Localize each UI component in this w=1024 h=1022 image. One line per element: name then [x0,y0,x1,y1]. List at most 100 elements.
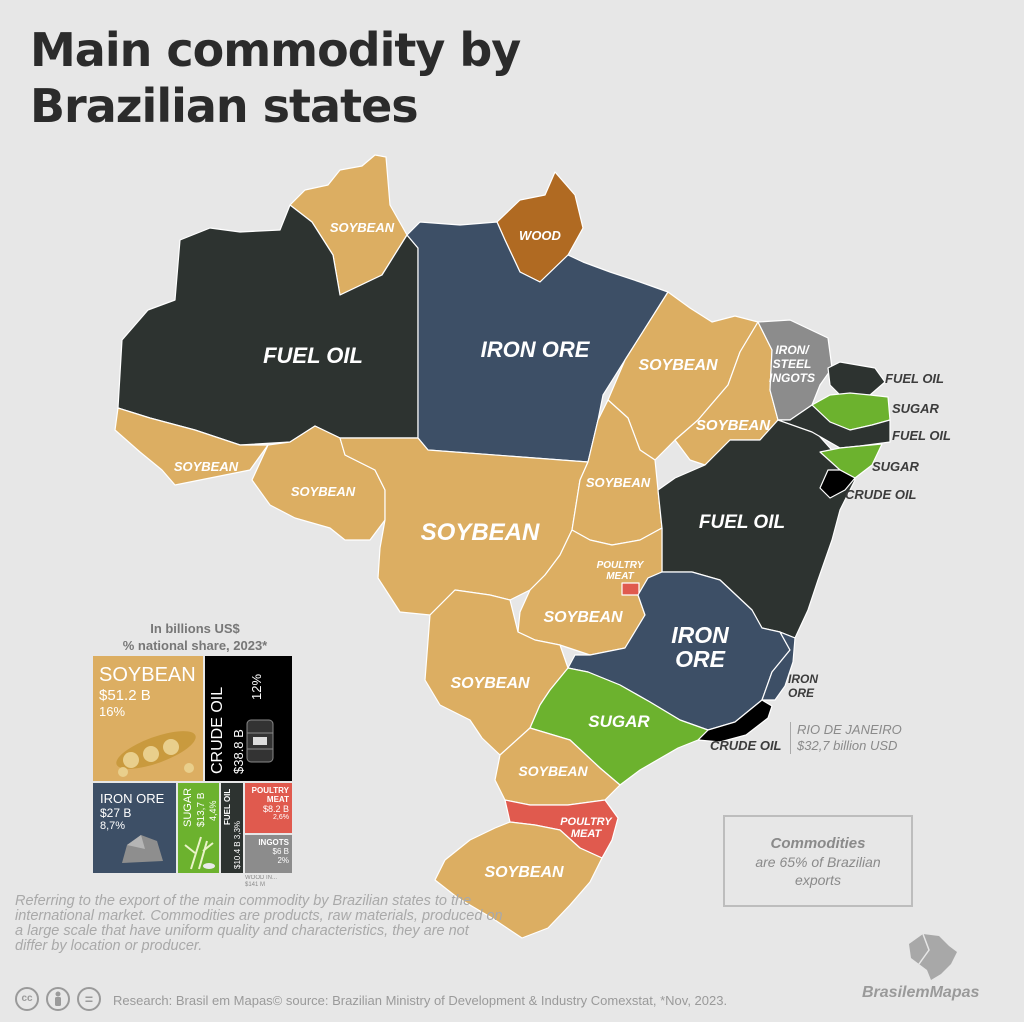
description-text: Referring to the export of the main comm… [15,893,503,954]
label-line: ORE [788,686,815,700]
label-line: ORE [675,646,726,672]
rock-icon [122,835,163,863]
commodities-line-1: are 65% of Brazilian [755,854,881,870]
tile-name: CRUDE OIL [209,686,226,774]
label-line: MEAT [606,571,634,582]
label-line: STEEL [773,357,812,371]
label-line: INGOTS [769,371,815,385]
state-pernambuco [777,404,891,449]
soybean-pod-icon [116,731,196,777]
label-amazonas: FUEL OIL [263,343,363,368]
sugarcane-icon [184,836,215,870]
tile-share: 2% [277,856,289,865]
tile-name: SUGAR [182,787,194,827]
tile-share: 4,4% [208,800,218,821]
label-distrito-federal: POULTRY MEAT [597,560,645,582]
tile-value: $6 B [272,847,289,856]
rj-note-line-1: RIO DE JANEIRO [797,722,902,737]
label-rio-grande-do-sul: SOYBEAN [484,864,564,881]
tile-share: 16% [99,704,126,719]
page-title: Main commodity by Brazilian states [30,22,630,134]
label-tocantins: SOYBEAN [586,475,651,490]
tile-share: 2,6% [273,814,289,821]
units-caption: In billions US$ % national share, 2023* [95,620,295,654]
tile-value: $13,7 B [196,792,207,827]
label-mato-grosso-do-sul: SOYBEAN [450,675,530,692]
brand-name: BrasilemMapas [862,984,980,1001]
treemap-tile-wood: WOOD IN... $141 M [245,875,292,891]
tile-share: 3,3% [233,820,242,840]
tile-value: $10.4 B [233,841,242,869]
tile-name: WOOD IN... [245,875,277,881]
research-source: Research: Brasil em Mapas© source: Brazi… [113,993,728,1008]
label-para: IRON ORE [481,337,591,362]
label-espirito-santo: IRON ORE [788,672,818,700]
state-sergipe [819,469,856,499]
label-alagoas: SUGAR [872,459,920,474]
label-pernambuco: FUEL OIL [892,428,951,443]
commodities-share-box: Commodities are 65% of Brazilian exports [723,815,913,907]
label-santa-catarina: POULTRY MEAT [560,816,613,840]
label-maranhao: SOYBEAN [638,357,718,374]
brazil-logo-icon [909,933,957,980]
treemap-tile-soybean: SOYBEAN $51.2 B 16% [93,656,203,781]
title-line-1: Main commodity by [30,23,521,77]
treemap-tile-iron-ore: IRON ORE $27 B 8,7% [93,783,176,873]
commodities-line-2: exports [795,872,841,888]
tile-value: $51.2 B [99,687,151,704]
tile-name: IRON ORE [100,791,165,806]
treemap-tile-ingots: INGOTS $6 B 2% [245,835,292,873]
units-line-2: % national share, 2023* [122,638,268,653]
label-roraima: SOYBEAN [330,220,395,235]
state-espirito-santo [761,631,796,701]
no-derivatives-icon: = [77,987,101,1011]
state-rio-grande-do-norte [827,361,886,396]
label-line: POULTRY [560,816,613,828]
label-rio-de-janeiro: CRUDE OIL [710,738,782,753]
tile-value: $8.2 B [262,804,289,814]
cc-icon: cc [15,987,39,1011]
label-sao-paulo: SUGAR [588,712,650,731]
label-goias: SOYBEAN [543,609,623,626]
state-acre [114,407,269,486]
treemap-tile-crude-oil: CRUDE OIL $38.8 B 12% [205,656,292,781]
treemap-tile-sugar: SUGAR $13,7 B 4,4% [178,783,219,873]
tile-name: INGOTS [258,838,289,847]
label-piaui: SOYBEAN [696,417,771,434]
label-amapa: WOOD [519,228,561,243]
map-labels: SOYBEAN WOOD FUEL OIL IRON ORE SOYBEAN S… [174,220,815,881]
tile-share: 8,7% [100,820,126,832]
label-sergipe: CRUDE OIL [845,487,917,502]
label-acre: SOYBEAN [174,459,239,474]
state-distrito-federal [621,582,640,596]
rj-note-line-2: $32,7 billion USD [797,738,898,753]
tile-name: POULTRY MEAT [251,786,289,804]
label-rondonia: SOYBEAN [291,484,356,499]
label-parana: SOYBEAN [518,763,588,779]
oil-barrel-icon [246,719,274,763]
label-rio-grande-do-norte: FUEL OIL [885,371,944,386]
rio-de-janeiro-note: RIO DE JANEIRO $32,7 billion USD [790,722,937,754]
state-sao-paulo [529,667,709,786]
label-minas-gerais: IRON ORE [671,622,729,672]
label-line: IRON [788,672,818,686]
label-line: POULTRY [597,560,645,571]
label-paraiba: SUGAR [892,401,940,416]
attribution-icon [46,987,70,1011]
tile-value: $141 M [245,882,266,888]
tile-name: SOYBEAN [99,664,196,686]
state-rio-de-janeiro [697,699,773,743]
tile-value: $27 B [100,806,132,820]
label-bahia: FUEL OIL [699,512,785,533]
label-ceara: IRON/STEEL INGOTS [769,343,815,385]
label-line: MEAT [571,828,603,840]
treemap-tile-poultry-meat: POULTRY MEAT $8.2 B 2,6% [245,783,292,833]
tile-value: $38.8 B [231,729,246,774]
units-line-1: In billions US$ [150,621,240,636]
commodities-title: Commodities [770,835,866,852]
treemap-tile-fuel-oil: FUEL OIL $10.4 B 3,3% [221,783,243,873]
label-line: IRON [671,622,729,648]
tile-name: FUEL OIL [223,788,232,825]
label-line: IRON/ [775,343,810,357]
